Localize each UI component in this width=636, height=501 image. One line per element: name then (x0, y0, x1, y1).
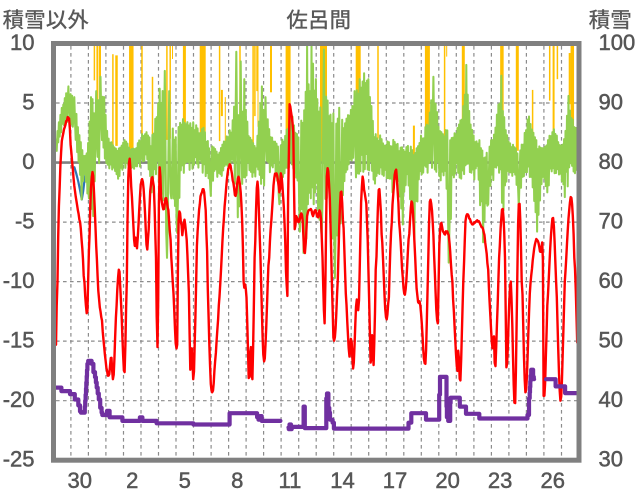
right-axis-tick: 70 (599, 209, 623, 234)
snow-depth (286, 367, 537, 432)
right-axis-tick: 30 (599, 447, 623, 472)
x-axis-tick: 8 (231, 468, 243, 493)
right-axis-tick: 100 (599, 30, 636, 55)
left-axis-tick: 10 (10, 30, 34, 55)
plot-frame (51, 41, 582, 463)
right-axis-tick: 80 (599, 149, 623, 174)
snow-depth (55, 358, 283, 427)
x-axis-tick: 26 (540, 468, 564, 493)
plot-border (51, 41, 582, 463)
green-line (55, 45, 578, 280)
left-axis-tick: -15 (3, 328, 35, 353)
left-axis-tick: -20 (3, 387, 35, 412)
snow-depth (543, 377, 578, 396)
left-axis-tick: 5 (22, 90, 34, 115)
right-axis-tick: 60 (599, 268, 623, 293)
left-axis-tick: 0 (22, 149, 34, 174)
x-axis-tick: 14 (330, 468, 354, 493)
left-axis-tick: -10 (3, 268, 35, 293)
x-axis-tick: 20 (435, 468, 459, 493)
x-axis-tick: 2 (126, 468, 138, 493)
right-axis-tick: 50 (599, 328, 623, 353)
x-axis-tick: 17 (383, 468, 407, 493)
left-axis-tick: -25 (3, 447, 35, 472)
red-line (55, 102, 578, 405)
x-axis-tick: 30 (67, 468, 91, 493)
series-lines (55, 45, 578, 432)
right-axis-tick: 40 (599, 387, 623, 412)
left-axis-tick: -5 (15, 209, 35, 234)
x-axis-tick: 23 (488, 468, 512, 493)
right-axis-tick: 90 (599, 90, 623, 115)
x-axis-tick: 11 (278, 468, 301, 493)
x-axis-tick: 5 (179, 468, 191, 493)
